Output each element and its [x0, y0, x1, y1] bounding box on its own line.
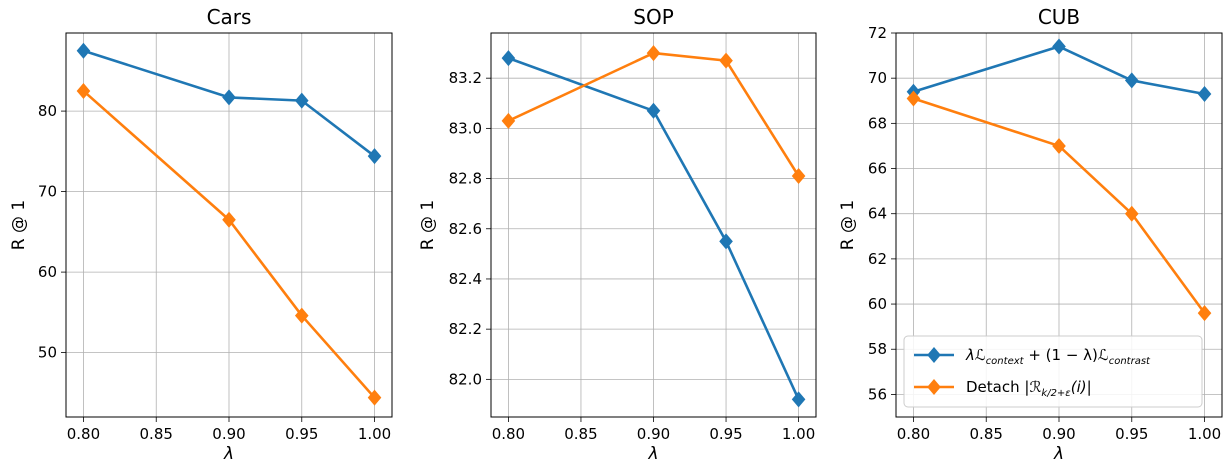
data-point — [646, 45, 661, 62]
y-tick-label: 60 — [38, 263, 57, 281]
legend-marker — [927, 347, 941, 363]
y-tick-label: 58 — [868, 340, 887, 358]
plot-frame — [490, 32, 817, 418]
x-tick-label: 1.00 — [782, 425, 815, 443]
x-tick-label: 0.95 — [709, 425, 742, 443]
data-point — [719, 233, 733, 250]
legend: λℒcontext + (1 − λ)ℒcontrast Detach |ℛk/2… — [903, 335, 1203, 408]
x-tick-label: 0.90 — [1042, 425, 1075, 443]
y-tick-label: 82.6 — [449, 220, 482, 238]
y-axis-label: R @ 1 — [9, 200, 29, 250]
y-tick-label: 82.4 — [449, 270, 482, 288]
data-point — [791, 391, 806, 408]
x-tick-label: 0.90 — [637, 425, 670, 443]
x-axis-label: λ — [647, 444, 658, 464]
chart-title: SOP — [633, 5, 674, 29]
data-point — [1197, 305, 1212, 322]
y-tick-label: 83.2 — [449, 69, 482, 87]
plot-frame — [65, 32, 393, 418]
series-line-2 — [507, 51, 800, 177]
y-tick-label: 60 — [868, 295, 887, 313]
y-tick-label: 82.2 — [449, 320, 482, 338]
chart-title: Cars — [207, 5, 252, 29]
x-tick-label: 0.85 — [970, 425, 1003, 443]
x-tick-label: 0.80 — [67, 425, 100, 443]
x-tick-label: 1.00 — [358, 425, 391, 443]
data-point — [646, 102, 661, 119]
y-tick-label: 66 — [868, 160, 887, 178]
y-tick-label: 70 — [868, 69, 887, 87]
data-point — [906, 90, 921, 107]
x-tick-label: 0.95 — [285, 425, 318, 443]
data-point — [719, 52, 733, 69]
data-point — [791, 168, 806, 185]
y-tick-label: 70 — [38, 183, 57, 201]
x-axis-label: λ — [1053, 444, 1064, 464]
y-tick-label: 80 — [38, 102, 57, 120]
plot-frame — [895, 32, 1223, 418]
y-tick-label: 82.0 — [449, 370, 482, 388]
y-tick-label: 72 — [868, 24, 887, 42]
series-line-1 — [507, 56, 800, 400]
x-tick-label: 0.90 — [212, 425, 245, 443]
legend-box — [903, 335, 1203, 408]
chart-title: CUB — [1038, 5, 1080, 29]
series-line-2 — [913, 97, 1206, 314]
y-tick-label: 50 — [38, 344, 57, 362]
data-point — [1052, 38, 1066, 55]
legend-label: Detach |ℛk/2+ε(i)| — [966, 378, 1092, 399]
y-tick-label: 83.0 — [449, 119, 482, 137]
data-point — [1052, 137, 1066, 154]
data-point — [294, 307, 309, 324]
x-tick-label: 0.85 — [140, 425, 173, 443]
y-axis-label: R @ 1 — [418, 200, 438, 250]
y-axis-label: R @ 1 — [838, 200, 858, 250]
data-point — [367, 389, 382, 406]
data-point — [222, 89, 236, 106]
x-tick-label: 0.95 — [1115, 425, 1148, 443]
chart-cars: 0.80 0.85 0.90 0.95 1.00 50 60 70 80 Cars λ R @ 1 — [9, 5, 393, 464]
series-line-2 — [82, 89, 376, 399]
legend-marker — [927, 379, 941, 395]
y-tick-label: 64 — [868, 205, 887, 223]
data-point — [501, 50, 516, 67]
y-tick-label: 56 — [868, 385, 887, 403]
x-tick-label: 0.85 — [564, 425, 597, 443]
data-point — [1124, 205, 1139, 222]
x-tick-label: 1.00 — [1188, 425, 1221, 443]
series-line-1 — [83, 49, 376, 158]
data-point — [294, 92, 309, 109]
legend-entry-1: λℒcontext + (1 − λ)ℒcontrast — [914, 346, 1151, 367]
x-tick-label: 0.80 — [492, 425, 525, 443]
y-tick-label: 62 — [868, 250, 887, 268]
chart-sop: 0.80 0.85 0.90 0.95 1.00 82.0 82.2 82.4 82.6 82.8… — [418, 5, 817, 464]
y-tick-label: 82.8 — [449, 170, 482, 188]
x-tick-label: 0.80 — [897, 425, 930, 443]
data-point — [222, 211, 236, 228]
legend-label: λℒcontext + (1 − λ)ℒcontrast — [965, 346, 1151, 367]
data-point — [1197, 85, 1212, 102]
data-point — [1124, 72, 1139, 89]
data-point — [367, 148, 382, 165]
data-point — [76, 82, 91, 99]
y-tick-label: 68 — [868, 114, 887, 132]
data-point — [76, 42, 91, 59]
series-line-1 — [913, 45, 1205, 96]
x-axis-label: λ — [223, 444, 234, 464]
legend-entry-2: Detach |ℛk/2+ε(i)| — [914, 378, 1092, 399]
data-point — [501, 112, 516, 129]
